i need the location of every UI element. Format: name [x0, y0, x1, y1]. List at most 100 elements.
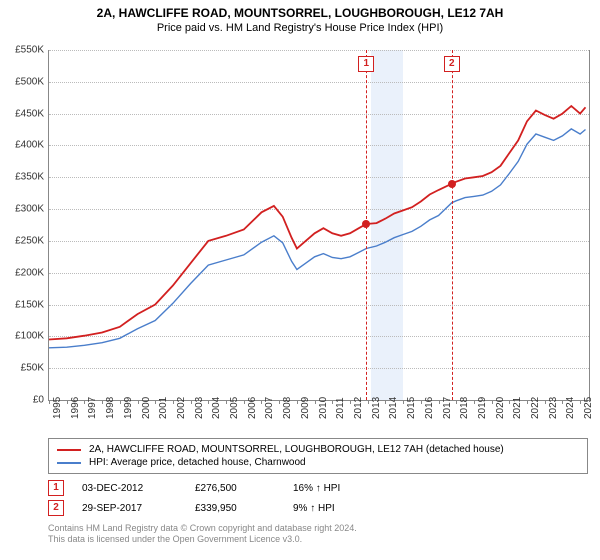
x-tick [138, 400, 139, 404]
x-tick-label: 2010 [318, 397, 329, 419]
footnote-line: This data is licensed under the Open Gov… [48, 534, 588, 545]
sale-row-marker: 2 [48, 500, 64, 516]
y-tick-label: £50K [4, 363, 44, 374]
x-tick-label: 2000 [141, 397, 152, 419]
legend-swatch [57, 462, 81, 464]
sale-price: £276,500 [195, 483, 275, 494]
sale-row: 2 29-SEP-2017 £339,950 9% ↑ HPI [48, 498, 588, 518]
sale-row-marker: 1 [48, 480, 64, 496]
x-tick-label: 2004 [211, 397, 222, 419]
sale-marker-dot [448, 180, 456, 188]
sale-date: 29-SEP-2017 [82, 503, 177, 514]
x-tick [527, 400, 528, 404]
x-tick [545, 400, 546, 404]
x-tick-label: 1997 [87, 397, 98, 419]
y-tick-label: £200K [4, 267, 44, 278]
y-tick-label: £350K [4, 172, 44, 183]
chart-lines [49, 50, 589, 400]
y-tick-label: £150K [4, 299, 44, 310]
x-tick-label: 2016 [424, 397, 435, 419]
sale-marker-label: 1 [358, 56, 374, 72]
y-tick-label: £300K [4, 204, 44, 215]
sale-marker-line [452, 50, 453, 400]
x-tick [562, 400, 563, 404]
x-tick-label: 2001 [158, 397, 169, 419]
x-tick-label: 2002 [176, 397, 187, 419]
legend-item: 2A, HAWCLIFFE ROAD, MOUNTSORREL, LOUGHBO… [57, 443, 579, 456]
x-tick-label: 2022 [530, 397, 541, 419]
sale-row: 1 03-DEC-2012 £276,500 16% ↑ HPI [48, 478, 588, 498]
x-tick [84, 400, 85, 404]
page-title: 2A, HAWCLIFFE ROAD, MOUNTSORREL, LOUGHBO… [0, 0, 600, 20]
x-tick-label: 2005 [229, 397, 240, 419]
price-chart: £0£50K£100K£150K£200K£250K£300K£350K£400… [48, 50, 590, 401]
x-tick-label: 2006 [247, 397, 258, 419]
sale-diff: 16% ↑ HPI [293, 483, 373, 494]
y-tick-label: £500K [4, 76, 44, 87]
x-tick [403, 400, 404, 404]
x-tick [350, 400, 351, 404]
y-tick-label: £250K [4, 235, 44, 246]
x-tick-label: 2025 [583, 397, 594, 419]
x-tick [173, 400, 174, 404]
series-hpi [49, 129, 586, 348]
x-tick-label: 2017 [442, 397, 453, 419]
series-property [49, 106, 586, 340]
x-tick [421, 400, 422, 404]
sale-diff: 9% ↑ HPI [293, 503, 373, 514]
x-tick [509, 400, 510, 404]
x-tick-label: 1995 [52, 397, 63, 419]
x-tick-label: 2024 [565, 397, 576, 419]
x-tick [120, 400, 121, 404]
legend-text: HPI: Average price, detached house, Char… [89, 457, 306, 468]
x-tick [474, 400, 475, 404]
y-tick-label: £100K [4, 331, 44, 342]
y-tick-label: £400K [4, 140, 44, 151]
x-tick [191, 400, 192, 404]
x-tick-label: 2019 [477, 397, 488, 419]
x-tick [208, 400, 209, 404]
x-tick [315, 400, 316, 404]
footnote-line: Contains HM Land Registry data © Crown c… [48, 523, 588, 534]
footnote: Contains HM Land Registry data © Crown c… [48, 523, 588, 546]
x-tick-label: 2007 [264, 397, 275, 419]
x-tick [226, 400, 227, 404]
legend-swatch [57, 449, 81, 451]
x-tick-label: 2015 [406, 397, 417, 419]
sales-table: 1 03-DEC-2012 £276,500 16% ↑ HPI 2 29-SEP-201… [48, 478, 588, 518]
legend-text: 2A, HAWCLIFFE ROAD, MOUNTSORREL, LOUGHBO… [89, 444, 504, 455]
x-tick [297, 400, 298, 404]
x-tick [102, 400, 103, 404]
x-tick [49, 400, 50, 404]
x-tick [279, 400, 280, 404]
x-tick [439, 400, 440, 404]
x-tick [456, 400, 457, 404]
sale-price: £339,950 [195, 503, 275, 514]
sale-date: 03-DEC-2012 [82, 483, 177, 494]
x-tick-label: 2013 [371, 397, 382, 419]
x-tick [244, 400, 245, 404]
x-tick-label: 1999 [123, 397, 134, 419]
x-tick-label: 2021 [512, 397, 523, 419]
x-tick [368, 400, 369, 404]
legend: 2A, HAWCLIFFE ROAD, MOUNTSORREL, LOUGHBO… [48, 438, 588, 474]
x-tick-label: 2003 [194, 397, 205, 419]
x-tick-label: 2014 [388, 397, 399, 419]
x-tick [580, 400, 581, 404]
x-tick-label: 2020 [495, 397, 506, 419]
x-tick [155, 400, 156, 404]
x-tick-label: 1996 [70, 397, 81, 419]
page-subtitle: Price paid vs. HM Land Registry's House … [0, 20, 600, 34]
legend-item: HPI: Average price, detached house, Char… [57, 456, 579, 469]
x-tick-label: 2008 [282, 397, 293, 419]
x-tick-label: 2023 [548, 397, 559, 419]
y-tick-label: £450K [4, 108, 44, 119]
sale-marker-dot [362, 220, 370, 228]
x-tick-label: 2018 [459, 397, 470, 419]
y-tick-label: £0 [4, 395, 44, 406]
sale-marker-label: 2 [444, 56, 460, 72]
x-tick [261, 400, 262, 404]
x-tick-label: 2009 [300, 397, 311, 419]
x-tick-label: 1998 [105, 397, 116, 419]
x-tick [492, 400, 493, 404]
